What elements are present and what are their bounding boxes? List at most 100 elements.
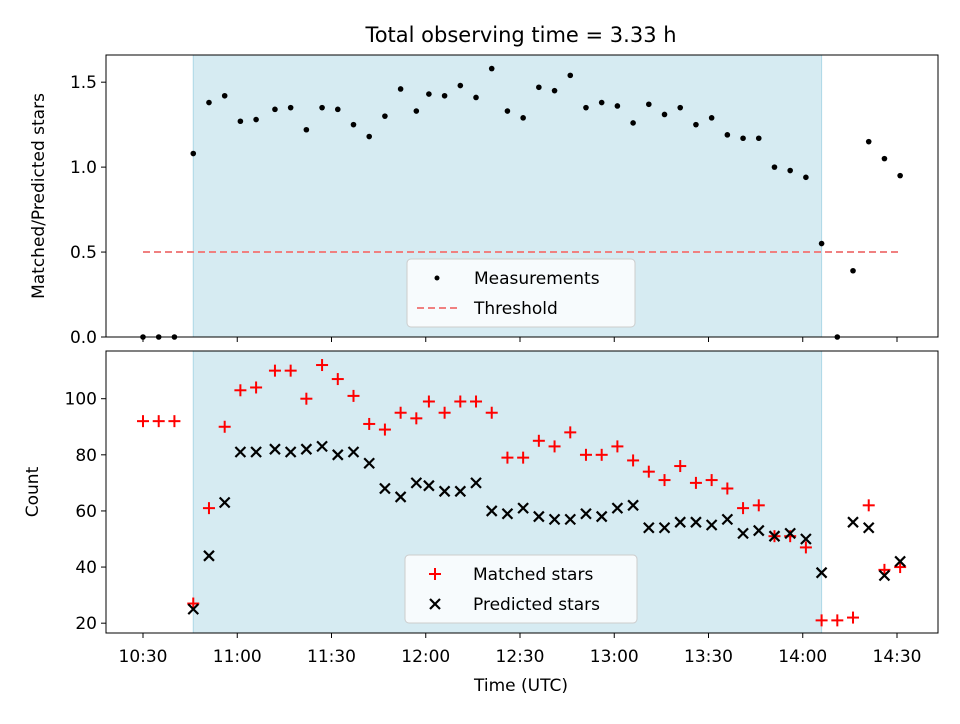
bottom-x-tick-label: 12:30 <box>496 647 545 667</box>
measurement-point <box>755 135 762 142</box>
matched-star-point <box>737 502 750 515</box>
measurement-point <box>583 104 589 111</box>
legend-measurements-marker <box>434 275 440 281</box>
bottom-y-tick-label: 60 <box>75 502 97 522</box>
matched-star-point <box>642 465 655 478</box>
matched-star-point <box>202 502 215 515</box>
measurement-point <box>303 126 310 133</box>
matched-star-point <box>705 474 718 487</box>
measurement-point <box>708 115 715 121</box>
measurement-point <box>287 104 294 111</box>
measurement-point <box>426 91 432 97</box>
matched-star-point <box>410 412 423 425</box>
bottom-x-tick-label: 14:30 <box>873 647 922 667</box>
predicted-star-point <box>752 524 765 537</box>
measurement-point <box>237 118 244 125</box>
matched-star-point <box>799 541 812 554</box>
matched-star-point <box>595 448 608 461</box>
predicted-star-point <box>454 485 467 498</box>
legend-threshold-label: Threshold <box>473 299 558 319</box>
measurement-point <box>551 87 558 94</box>
matched-star-point <box>250 381 263 394</box>
measurement-point <box>693 121 699 128</box>
matched-star-point <box>218 420 231 433</box>
measurement-point <box>206 99 212 106</box>
top-axes-frame <box>105 54 939 338</box>
matched-star-point <box>316 359 329 372</box>
matched-star-point <box>438 406 451 419</box>
matched-star-point <box>894 561 907 574</box>
matched-star-point <box>579 448 592 461</box>
predicted-star-point <box>284 446 297 458</box>
matched-star-point <box>689 476 702 489</box>
predicted-star-point <box>705 519 718 531</box>
top-panel: 0.0 0.5 1.0 1.5 Total observing time = 3.33… <box>29 23 939 348</box>
predicted-star-point <box>470 477 482 489</box>
bottom-panel: 20 40 60 80 100 10:30 11:00 11:30 12:00 12:30 13:… <box>23 350 939 696</box>
measurement-point <box>567 72 574 79</box>
matched-star-point <box>422 395 435 408</box>
measurement-point <box>740 135 746 142</box>
predicted-star-point <box>363 457 375 470</box>
measurement-point <box>397 86 404 92</box>
bottom-x-tick-label: 11:30 <box>307 647 356 667</box>
legend-predicted-label: Predicted stars <box>473 595 600 615</box>
top-x-tick-marks <box>142 337 898 342</box>
matched-star-point <box>847 611 860 624</box>
matched-star-point <box>268 364 281 377</box>
predicted-star-point <box>800 533 812 545</box>
measurement-point <box>661 111 668 118</box>
measurement-point <box>253 116 259 123</box>
bottom-x-tick-label: 14:00 <box>778 647 827 667</box>
measurement-point <box>771 164 778 170</box>
predicted-star-point <box>627 499 639 512</box>
matched-star-point <box>721 482 734 495</box>
predicted-star-point <box>438 485 451 498</box>
top-y-tick-label: 1.0 <box>70 158 97 178</box>
measurement-point <box>413 108 420 114</box>
predicted-star-point <box>674 516 687 528</box>
measurement-point <box>536 84 542 91</box>
bottom-y-tick-label: 80 <box>75 446 97 466</box>
matched-star-point <box>347 389 360 402</box>
matched-star-point <box>674 460 687 473</box>
measurement-point <box>787 167 793 174</box>
bottom-x-tick-label: 13:00 <box>590 647 639 667</box>
predicted-star-point <box>187 603 200 615</box>
predicted-star-point <box>862 521 875 534</box>
top-y-ticks: 0.0 0.5 1.0 1.5 <box>70 73 106 348</box>
predicted-star-point <box>485 505 498 517</box>
bottom-y-axis-label: Count <box>23 466 43 517</box>
measurement-point <box>473 94 479 101</box>
measurement-point <box>598 99 605 106</box>
matched-star-point <box>394 406 407 419</box>
bottom-x-tick-label: 13:30 <box>684 647 733 667</box>
matched-star-point <box>485 406 498 419</box>
matched-star-point <box>363 417 376 430</box>
matched-star-point <box>831 614 844 627</box>
predicted-star-point <box>548 513 561 526</box>
predicted-star-point <box>815 566 828 579</box>
bottom-legend-box <box>404 554 638 624</box>
matched-star-point <box>532 434 545 447</box>
predicted-star-point <box>564 513 577 526</box>
predicted-star-point <box>768 530 781 542</box>
predicted-star-point <box>203 550 215 562</box>
predicted-star-point <box>658 521 671 534</box>
matched-star-point <box>187 597 200 610</box>
top-y-tick-label: 1.5 <box>70 73 97 93</box>
matched-star-point <box>878 563 891 576</box>
measurement-point <box>677 104 684 111</box>
measurement-point <box>818 240 825 247</box>
predicted-star-point <box>410 477 423 489</box>
bottom-x-tick-label: 10:30 <box>119 647 168 667</box>
measurement-point <box>614 103 621 109</box>
measurement-point <box>865 138 872 145</box>
chart-title: Total observing time = 3.33 h <box>364 23 676 47</box>
bottom-y-tick-label: 100 <box>65 390 97 410</box>
measurement-point <box>646 101 652 108</box>
legend-measurements-label: Measurements <box>474 269 600 289</box>
measurement-point <box>457 82 464 89</box>
matched-star-point <box>862 499 875 512</box>
top-y-axis-label: Matched/Predicted stars <box>29 93 49 299</box>
